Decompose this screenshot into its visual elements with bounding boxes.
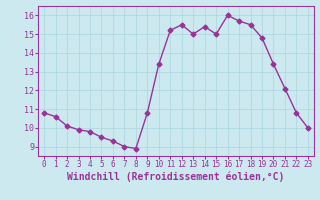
- X-axis label: Windchill (Refroidissement éolien,°C): Windchill (Refroidissement éolien,°C): [67, 172, 285, 182]
